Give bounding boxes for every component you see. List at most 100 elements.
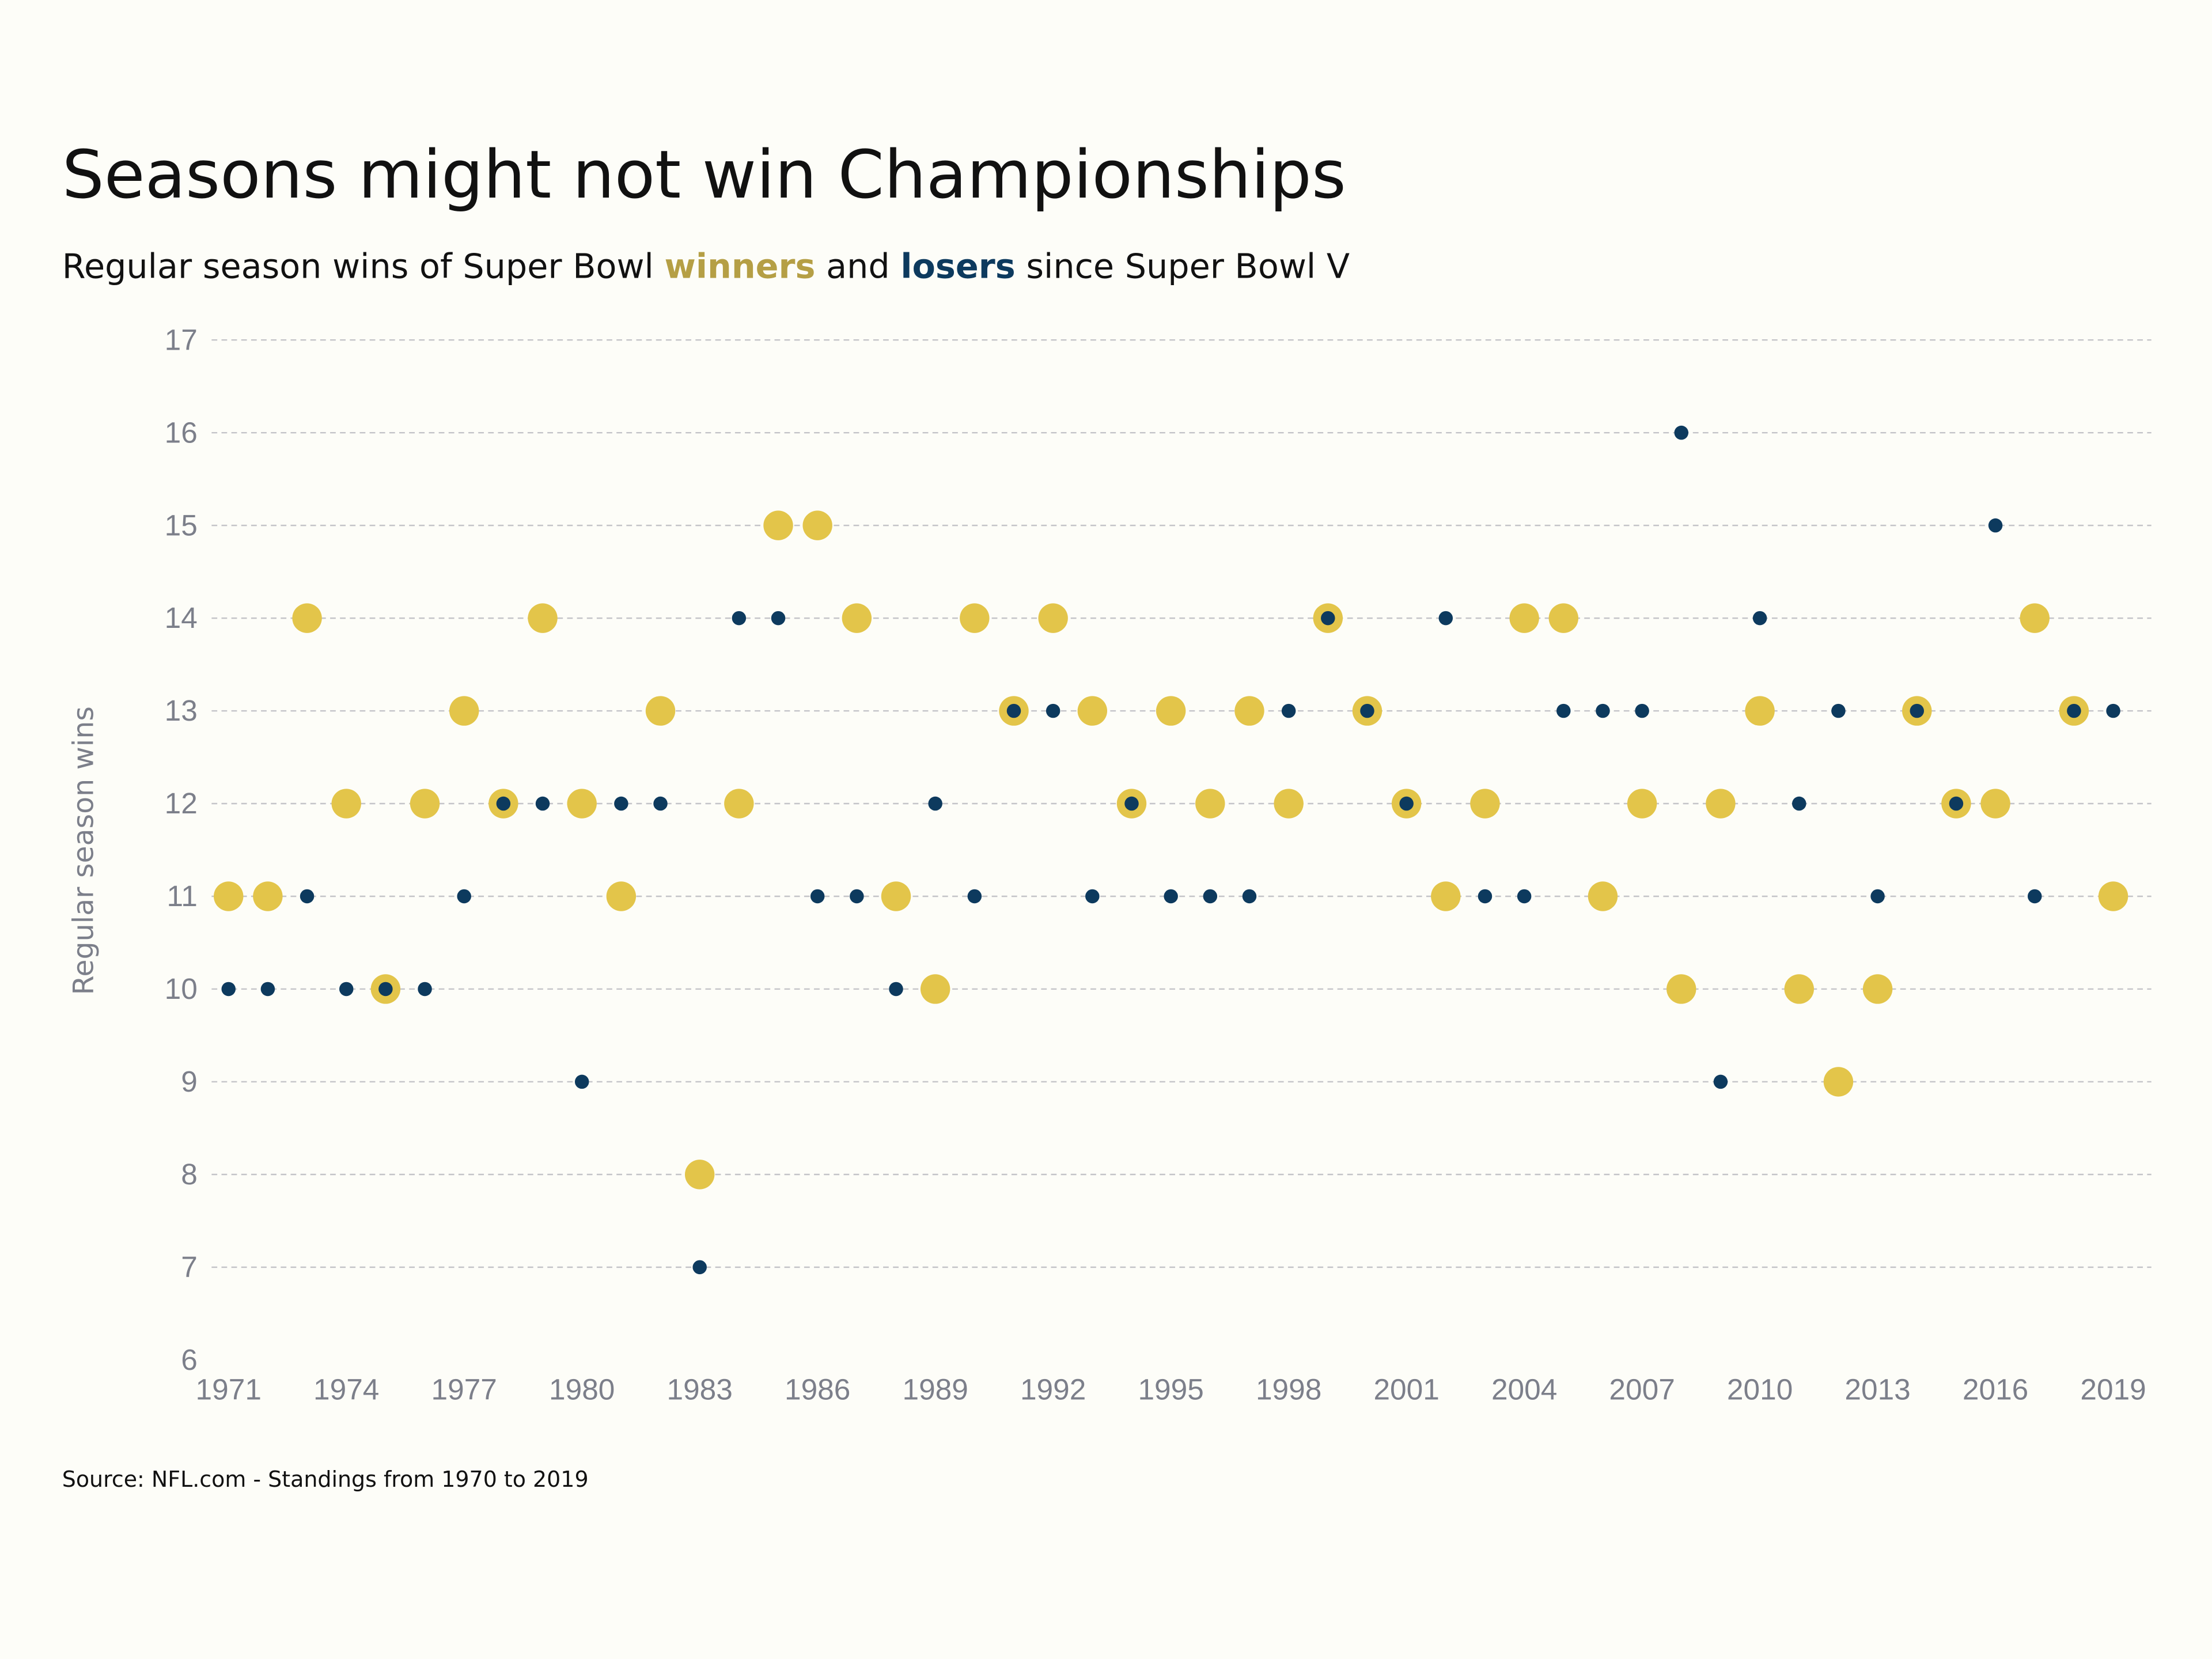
winner-point	[2098, 881, 2128, 911]
y-axis-label: Regular season wins	[67, 706, 100, 995]
y-tick-label: 9	[181, 1065, 198, 1098]
winner-point	[1823, 1067, 1854, 1097]
winner-point	[842, 603, 872, 633]
loser-point	[1556, 703, 1571, 718]
winner-point	[881, 881, 911, 911]
winner-point	[802, 510, 832, 540]
x-tick-label: 2019	[2080, 1372, 2146, 1406]
loser-point	[1399, 796, 1414, 811]
winner-point	[214, 881, 244, 911]
y-tick-label: 12	[165, 786, 198, 820]
loser-point	[1635, 703, 1649, 718]
winner-point	[1038, 603, 1068, 633]
x-tick-label: 1971	[196, 1372, 262, 1406]
winner-point	[1548, 603, 1578, 633]
data-points	[214, 425, 2128, 1275]
chart-title: Seasons might not win Championships	[62, 137, 1346, 214]
loser-point	[692, 1260, 707, 1275]
loser-point	[771, 611, 786, 626]
winner-point	[253, 881, 283, 911]
winner-point	[960, 603, 990, 633]
loser-point	[1242, 889, 1257, 904]
winner-point	[2020, 603, 2050, 633]
winner-point	[1745, 696, 1775, 726]
winner-point	[1862, 974, 1893, 1004]
x-tick-label: 2007	[1609, 1372, 1675, 1406]
x-axis-ticks: 1971 1974 1977 1980 1983 1986 1989 1992 1995 1998…	[196, 1372, 2146, 1406]
winner-point	[1234, 696, 1264, 726]
winner-point	[1470, 789, 1500, 819]
winner-point	[292, 603, 322, 633]
winner-point	[1274, 789, 1304, 819]
loser-point	[1949, 796, 1964, 811]
subtitle-suffix: since Super Bowl V	[1016, 246, 1350, 286]
x-tick-label: 2016	[1963, 1372, 2028, 1406]
winner-point	[763, 510, 793, 540]
loser-point	[889, 982, 903, 997]
loser-point	[1870, 889, 1885, 904]
winner-point	[1627, 789, 1657, 819]
loser-point	[1006, 703, 1021, 718]
loser-point	[457, 889, 471, 904]
loser-point	[260, 982, 275, 997]
loser-point	[653, 796, 668, 811]
loser-point	[1478, 889, 1493, 904]
loser-point	[1360, 703, 1374, 718]
winner-point	[410, 789, 440, 819]
x-tick-label: 2010	[1727, 1372, 1793, 1406]
loser-point	[928, 796, 942, 811]
x-tick-label: 1977	[431, 1372, 497, 1406]
x-tick-label: 2001	[1373, 1372, 1439, 1406]
loser-point	[339, 982, 354, 997]
x-tick-label: 1983	[667, 1372, 733, 1406]
winner-point	[1077, 696, 1108, 726]
x-tick-label: 1986	[785, 1372, 850, 1406]
winner-point	[684, 1160, 715, 1190]
x-tick-label: 1998	[1256, 1372, 1321, 1406]
subtitle-losers: losers	[900, 246, 1015, 286]
loser-point	[1752, 611, 1767, 626]
x-tick-label: 1992	[1020, 1372, 1086, 1406]
x-tick-label: 2013	[1844, 1372, 1910, 1406]
loser-point	[2067, 703, 2081, 718]
loser-point	[1792, 796, 1806, 811]
loser-point	[221, 982, 236, 997]
y-tick-label: 14	[165, 601, 198, 634]
x-tick-label: 1974	[313, 1372, 379, 1406]
loser-point	[1124, 796, 1139, 811]
loser-point	[300, 889, 315, 904]
loser-point	[810, 889, 825, 904]
loser-point	[1517, 889, 1532, 904]
loser-point	[1321, 611, 1335, 626]
winner-point	[1156, 696, 1186, 726]
loser-point	[2028, 889, 2042, 904]
winner-point	[606, 881, 637, 911]
y-tick-label: 10	[165, 972, 198, 1005]
loser-point	[850, 889, 864, 904]
loser-point	[418, 982, 432, 997]
loser-point	[1438, 611, 1453, 626]
y-tick-label: 6	[181, 1343, 198, 1376]
y-tick-label: 7	[181, 1250, 198, 1283]
winner-point	[1431, 881, 1461, 911]
winner-point	[724, 789, 754, 819]
winner-point	[920, 974, 950, 1004]
source-note: Source: NFL.com - Standings from 1970 to…	[62, 1467, 589, 1492]
subtitle-middle: and	[815, 246, 900, 286]
x-tick-label: 1995	[1138, 1372, 1203, 1406]
winner-point	[1666, 974, 1696, 1004]
loser-point	[1281, 703, 1296, 718]
y-tick-label: 16	[165, 415, 198, 449]
winner-point	[567, 789, 597, 819]
loser-point	[574, 1074, 589, 1089]
loser-point	[1085, 889, 1100, 904]
winner-point	[331, 789, 361, 819]
loser-point	[614, 796, 628, 811]
winner-point	[1980, 789, 2010, 819]
winner-point	[449, 696, 479, 726]
winner-point	[1588, 881, 1618, 911]
x-tick-label: 2004	[1491, 1372, 1557, 1406]
loser-point	[535, 796, 550, 811]
y-tick-label: 13	[165, 694, 198, 727]
winner-point	[1784, 974, 1814, 1004]
